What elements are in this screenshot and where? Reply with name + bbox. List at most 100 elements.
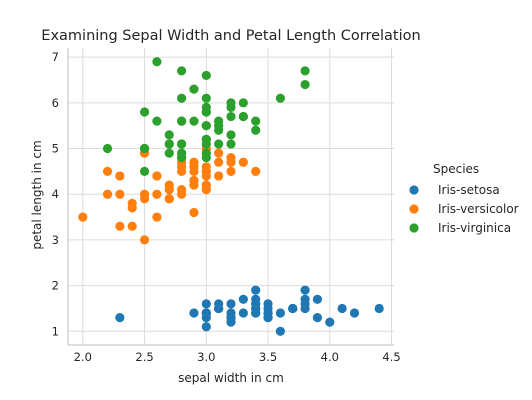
data-point	[152, 171, 162, 181]
data-point	[78, 212, 88, 222]
x-tick-label: 2.0	[74, 350, 92, 364]
chart-title: Examining Sepal Width and Petal Length C…	[41, 28, 420, 44]
data-point	[201, 299, 211, 309]
x-tick-label: 2.5	[135, 350, 153, 364]
data-point	[164, 194, 174, 204]
data-point	[201, 322, 211, 332]
data-point	[214, 116, 224, 126]
data-point	[115, 171, 125, 181]
data-point	[349, 308, 360, 318]
legend-marker	[409, 223, 419, 233]
data-point	[201, 162, 211, 172]
y-tick-label: 3	[52, 233, 59, 247]
data-point	[263, 299, 273, 309]
data-point	[139, 107, 150, 117]
data-point	[102, 189, 113, 199]
data-point	[374, 303, 384, 314]
axes: 2.0 2.5 3.0 3.5 4.0 4.5 1 2 3 4 5 6 7	[52, 48, 401, 364]
data-point	[226, 139, 236, 149]
data-point	[115, 189, 125, 199]
data-point	[325, 317, 335, 327]
legend-label: Iris-virginica	[438, 221, 511, 235]
data-point	[312, 312, 323, 323]
data-point	[226, 166, 236, 176]
data-point	[226, 111, 236, 122]
data-point	[214, 148, 224, 158]
data-point	[300, 299, 310, 309]
data-point	[275, 326, 285, 336]
data-point	[238, 98, 248, 108]
data-point	[164, 139, 174, 149]
data-point	[177, 153, 187, 163]
data-point	[189, 84, 199, 94]
data-point	[152, 57, 162, 67]
y-axis-label: petal length in cm	[30, 140, 44, 249]
data-point	[238, 294, 248, 304]
data-points	[78, 57, 384, 336]
data-point	[214, 125, 224, 135]
y-tick-label: 7	[52, 50, 59, 64]
data-point	[275, 93, 285, 103]
data-point	[214, 171, 224, 181]
y-tick-label: 5	[52, 142, 59, 156]
data-point	[189, 166, 199, 176]
data-point	[214, 139, 224, 149]
x-tick-label: 4.0	[321, 350, 339, 364]
data-point	[226, 102, 236, 112]
data-point	[201, 107, 211, 117]
data-point	[312, 294, 323, 304]
data-point	[177, 116, 187, 126]
data-point	[189, 207, 199, 218]
data-point	[115, 221, 125, 231]
data-point	[288, 303, 298, 314]
data-point	[152, 189, 162, 199]
x-axis-label: sepal width in cm	[178, 371, 284, 385]
y-tick-label: 2	[52, 279, 59, 293]
data-point	[251, 303, 261, 314]
data-point	[127, 203, 137, 213]
data-point	[300, 79, 310, 90]
data-point	[152, 116, 162, 126]
data-point	[201, 139, 211, 149]
data-point	[238, 157, 248, 167]
data-point	[201, 180, 211, 190]
legend-marker	[409, 185, 419, 195]
data-point	[226, 130, 236, 140]
data-point	[251, 116, 261, 126]
data-point	[251, 125, 261, 135]
data-point	[127, 221, 137, 231]
data-point	[177, 166, 187, 176]
data-point	[102, 143, 113, 154]
y-tick-label: 4	[52, 187, 59, 201]
data-point	[238, 111, 248, 122]
series-iris-virginica	[102, 57, 310, 176]
data-point	[201, 308, 211, 318]
data-point	[189, 116, 199, 126]
legend-label: Iris-setosa	[438, 183, 500, 197]
legend-title: Species	[433, 162, 479, 176]
y-tick-label: 1	[52, 324, 59, 338]
data-point	[226, 153, 236, 163]
data-point	[201, 153, 211, 163]
data-point	[251, 166, 261, 176]
data-point	[251, 285, 261, 295]
data-point	[189, 308, 199, 318]
data-point	[300, 285, 310, 295]
data-point	[177, 93, 187, 103]
data-point	[177, 185, 187, 195]
y-tick-label: 6	[52, 96, 59, 110]
data-point	[152, 212, 162, 222]
data-point	[189, 157, 199, 167]
data-point	[177, 139, 187, 149]
data-point	[238, 308, 248, 318]
legend-label: Iris-versicolor	[438, 202, 519, 216]
legend: Species Iris-setosa Iris-versicolor Iris-v…	[409, 162, 519, 235]
x-tick-label: 4.5	[382, 350, 400, 364]
data-point	[300, 66, 310, 76]
data-point	[115, 312, 125, 323]
legend-marker	[409, 204, 419, 214]
data-point	[139, 189, 150, 199]
data-point	[337, 303, 347, 314]
x-tick-label: 3.0	[197, 350, 215, 364]
series-iris-setosa	[115, 285, 384, 336]
